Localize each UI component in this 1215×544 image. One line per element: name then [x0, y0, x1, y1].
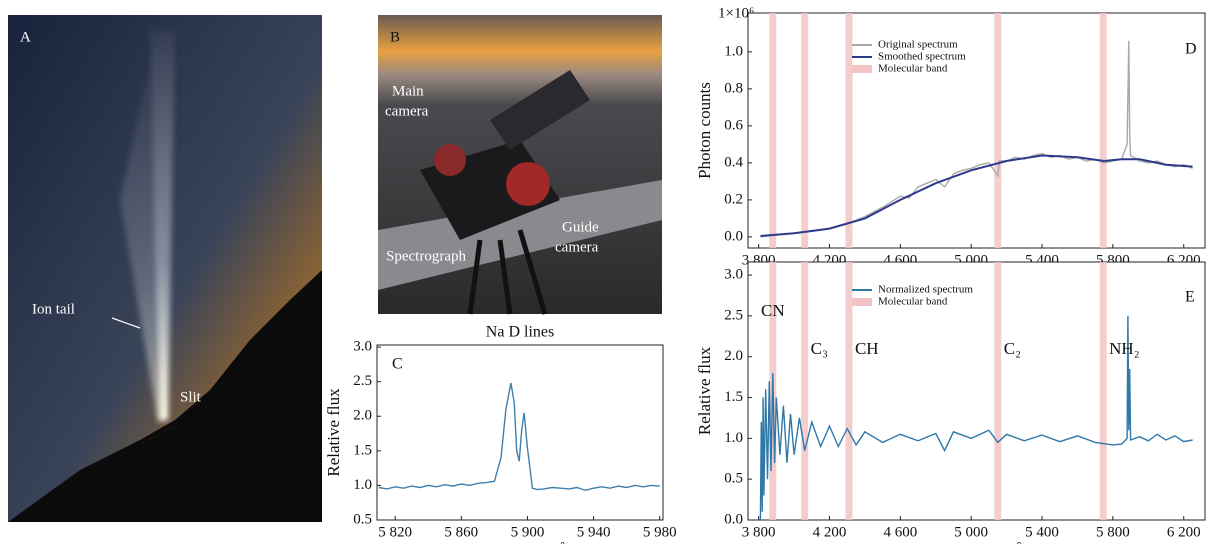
- x-tick-label: 5 860: [444, 524, 478, 540]
- y-tick-label: 2.0: [724, 348, 743, 364]
- panel-letter: D: [1185, 41, 1197, 58]
- x-tick-label: 5 820: [378, 524, 412, 540]
- y-tick-label: 3.0: [724, 267, 743, 283]
- mountain: [8, 270, 322, 522]
- y-offset-label: 1×10⁶: [718, 5, 754, 21]
- slit-line: [139, 424, 179, 445]
- molecular-band: [1099, 13, 1107, 248]
- y-tick-label: 0.6: [724, 117, 743, 133]
- legend-label: Smoothed spectrum: [878, 51, 966, 63]
- annotation: camera: [555, 239, 599, 255]
- plot-frame: [747, 261, 1206, 521]
- legend-swatch: [852, 65, 872, 73]
- y-tick-label: 0.2: [724, 191, 743, 207]
- y-tick-label: 2.5: [353, 373, 372, 389]
- y-tick-label: 0.5: [353, 511, 372, 527]
- tripod: [467, 229, 548, 315]
- x-tick-label: 5 800: [1096, 524, 1130, 540]
- y-tick-label: 0.0: [724, 228, 743, 244]
- molecular-band: [1099, 262, 1107, 520]
- telescope: [490, 70, 590, 150]
- legend-label: Molecular band: [878, 296, 948, 308]
- panel-letter: E: [1185, 289, 1195, 306]
- arrow: [111, 317, 141, 329]
- dust-tail: [120, 60, 165, 422]
- legend-label: Normalized spectrum: [878, 284, 973, 296]
- y-axis-label: Relative flux: [695, 346, 714, 435]
- panel-letter: C: [392, 356, 403, 373]
- annotation: Ion tail: [32, 301, 75, 317]
- legend-label: Original spectrum: [878, 39, 958, 51]
- molecular-band: [994, 262, 1002, 520]
- x-tick-label: 6 200: [1167, 524, 1201, 540]
- y-tick-label: 0.8: [724, 80, 743, 96]
- x-tick-label: 5 900: [511, 524, 545, 540]
- y-axis-label: Relative flux: [324, 388, 343, 477]
- y-tick-label: 0.4: [724, 154, 743, 170]
- annotation: camera: [385, 103, 429, 119]
- main-camera: [434, 144, 466, 176]
- band-label: CN: [761, 301, 785, 320]
- x-tick-label: 3 800: [742, 524, 776, 540]
- ion-tail: [150, 30, 175, 420]
- x-tick-label: 4 200: [813, 524, 847, 540]
- chart: 3 800 4 200 4 600 5 000 5 400 5 800 6 2000.00.…: [695, 5, 1206, 268]
- molecular-band: [801, 13, 809, 248]
- spectrum-line: [759, 315, 1193, 521]
- plot-frame: [376, 344, 664, 521]
- annotation: Spectrograph: [386, 248, 466, 264]
- band-label: CH: [855, 339, 879, 358]
- y-tick-label: 2.0: [353, 408, 372, 424]
- legend-swatch: [852, 298, 872, 306]
- molecular-band: [845, 13, 853, 248]
- molecular-band: [994, 13, 1002, 248]
- band-label: NH₂: [1109, 339, 1139, 358]
- molecular-band: [769, 13, 777, 248]
- annotation: Slit: [180, 389, 202, 405]
- x-tick-label: 5 400: [1025, 524, 1059, 540]
- y-tick-label: 0.0: [724, 511, 743, 527]
- y-tick-label: 0.5: [724, 471, 743, 487]
- photo-b: B Main camera Spectrograph Guide camera: [378, 15, 662, 315]
- photo-a: A Ion tail Slit: [8, 15, 322, 522]
- chart: 3 800 4 200 4 600 5 000 5 400 5 800 6 200 0.0 0.…: [695, 261, 1206, 544]
- y-tick-label: 3.0: [353, 339, 372, 355]
- annotation: Main: [392, 83, 424, 99]
- y-tick-label: 2.5: [724, 307, 743, 323]
- y-tick-label: 1.0: [353, 477, 372, 493]
- y-tick-label: 1.5: [353, 442, 372, 458]
- panel-letter: A: [20, 29, 31, 45]
- legend-label: Molecular band: [878, 63, 948, 75]
- y-tick-label: 1.5: [724, 389, 743, 405]
- x-tick-label: 5 000: [954, 524, 988, 540]
- chart: 5 820 5 860 5 900 5 940 5 980 0.5 1.0 1.5 2.0 2.5…: [324, 324, 677, 544]
- panel-letter: B: [390, 29, 400, 45]
- x-tick-label: 4 600: [883, 524, 917, 540]
- annotation: Guide: [562, 219, 599, 235]
- y-axis-label: Photon counts: [695, 82, 714, 179]
- plot-frame: [747, 12, 1206, 249]
- band-label: C₃: [811, 339, 828, 358]
- molecular-band: [845, 262, 853, 520]
- spectrum-line: [760, 40, 1193, 238]
- chart-title: Na D lines: [486, 324, 554, 341]
- molecular-band: [801, 262, 809, 520]
- x-tick-label: 5 940: [577, 524, 611, 540]
- y-tick-label: 1.0: [724, 430, 743, 446]
- spectrum-line: [760, 154, 1193, 237]
- x-axis-label: Wavelength/Å: [928, 541, 1026, 544]
- guide-camera: [506, 162, 550, 206]
- x-tick-label: 5 980: [643, 524, 677, 540]
- band-label: C₂: [1004, 339, 1021, 358]
- y-tick-label: 1.0: [724, 43, 743, 59]
- spectrum-line: [378, 382, 660, 492]
- x-axis-label: Wavelength/Å: [471, 541, 569, 544]
